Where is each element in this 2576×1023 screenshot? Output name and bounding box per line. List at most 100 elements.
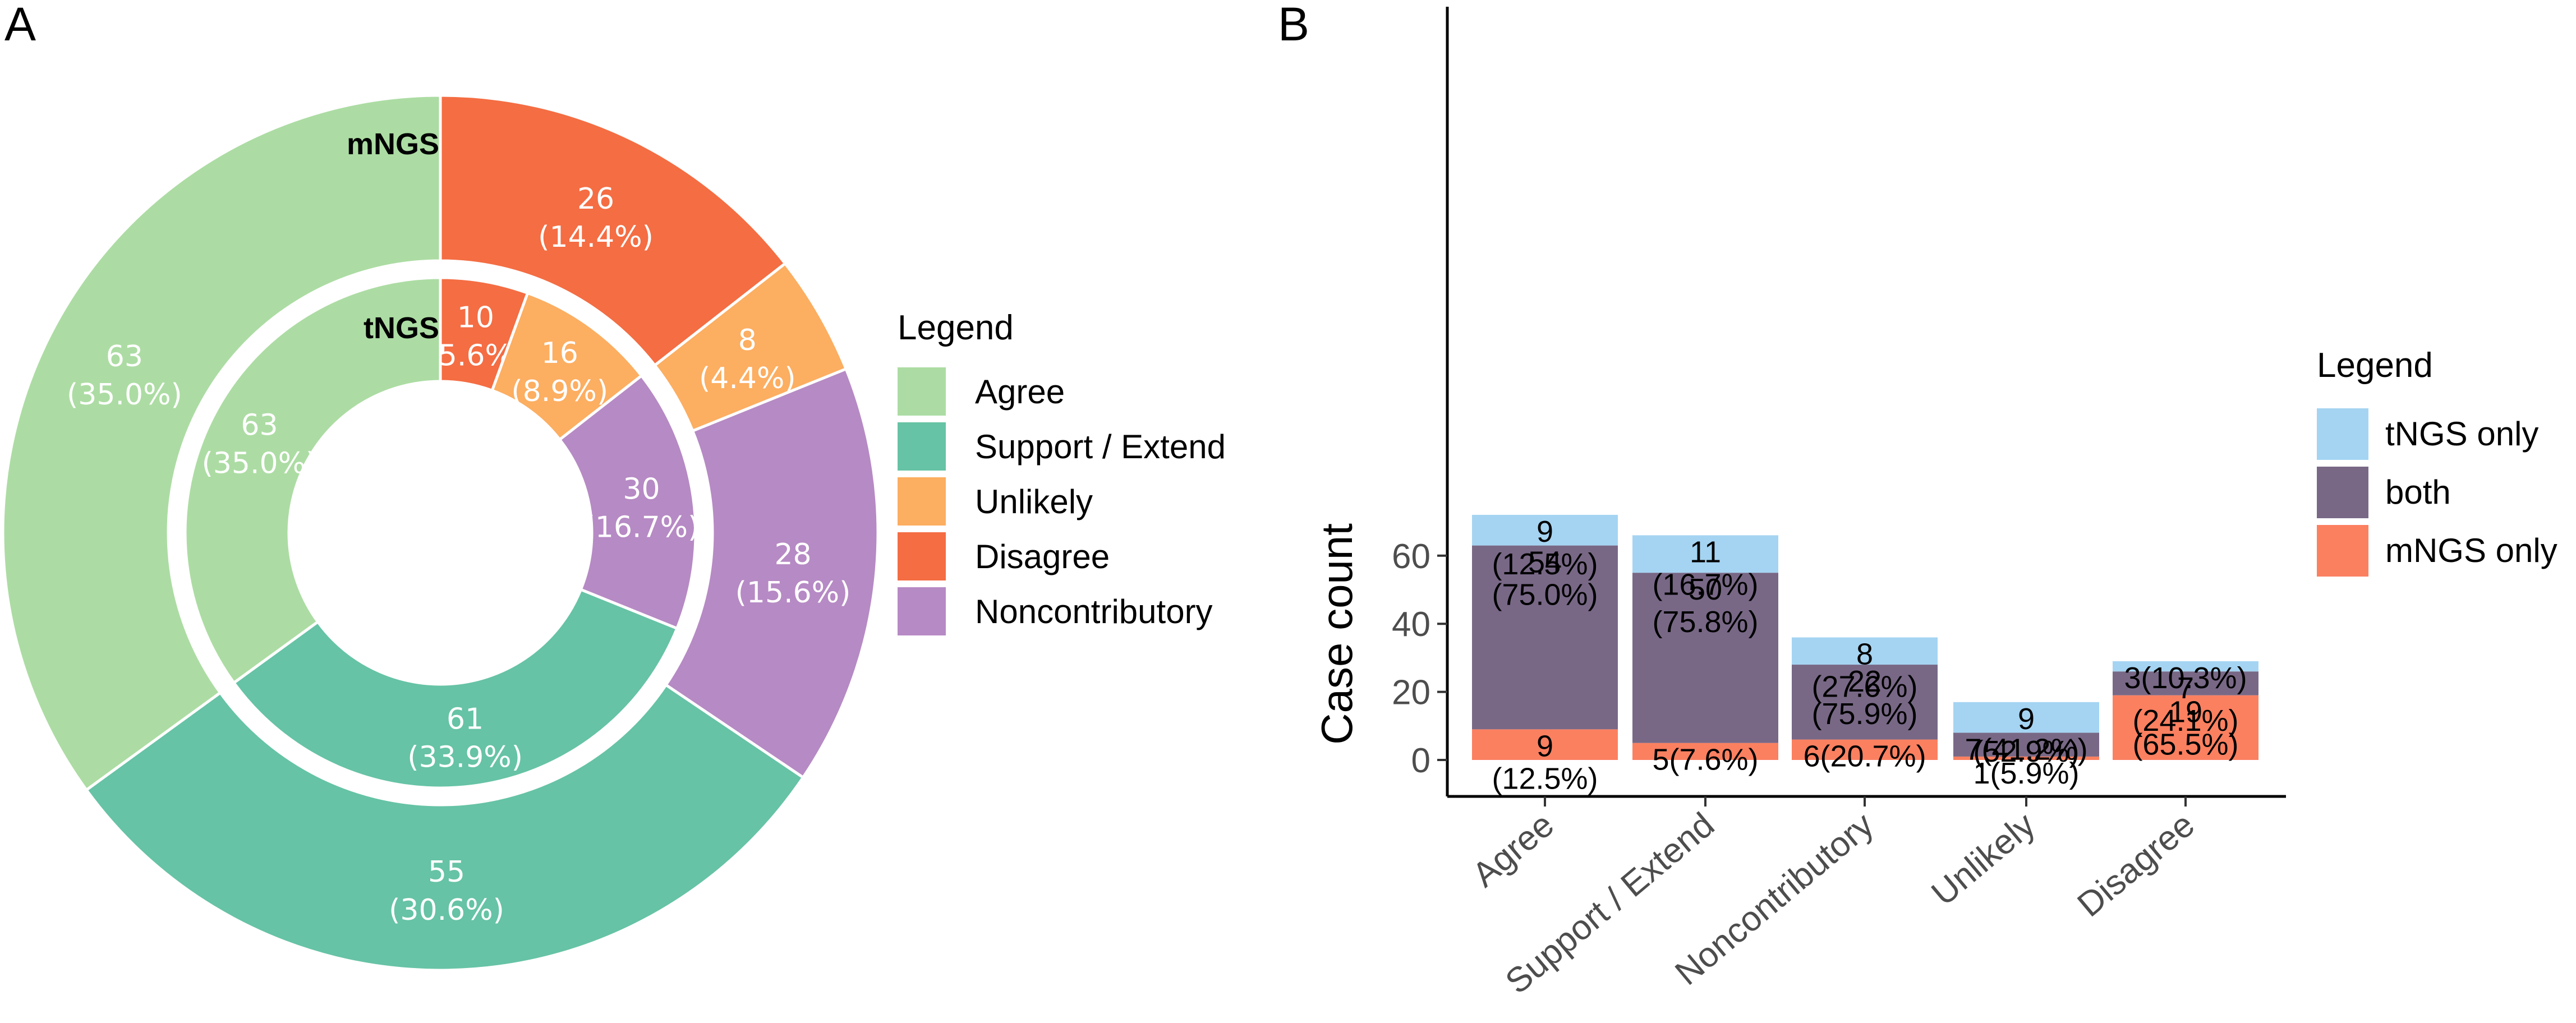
tngs-slice-value-noncontributory: 30 — [623, 473, 660, 506]
bar-noncontributory-mngs-only — [1792, 739, 1938, 760]
bar-unlikely-both — [1953, 732, 2099, 757]
bar-label-agree-mngs-only-0: 9 — [1537, 729, 1553, 763]
donut-legend-title: Legend — [898, 308, 1014, 347]
bar-label-agree-both-1: (75.0%) — [1492, 578, 1598, 612]
tngs-slice-value-support-extend: 61 — [447, 702, 484, 736]
donut-legend-key-agree — [898, 367, 946, 416]
bar-legend-key-tngs-only — [2317, 408, 2368, 460]
bar-label-agree-tngs-only-0: 9 — [1537, 515, 1553, 549]
bar-label-support-extend-tngs-only-0: 11 — [1690, 535, 1721, 569]
bar-label-unlikely-tngs-only-0: 9 — [2018, 702, 2035, 736]
bar-legend-title: Legend — [2317, 346, 2433, 385]
bar-unlikely-mngs-only — [1953, 756, 2099, 760]
bar-label-noncontributory-mngs-only-0: 6(20.7%) — [1803, 740, 1926, 773]
bar-label-agree-mngs-only-1: (12.5%) — [1492, 762, 1598, 795]
y-tick-label-20: 20 — [1392, 674, 1430, 712]
donut-legend-key-disagree — [898, 532, 946, 580]
y-tick-label-0: 0 — [1411, 741, 1430, 780]
tngs-slice-value-disagree: 10 — [457, 301, 494, 334]
bar-label-disagree-mngs-only-0: 19 — [2169, 695, 2202, 729]
y-tick-label-40: 40 — [1392, 605, 1430, 644]
mngs-slice-support-extend — [84, 683, 806, 972]
panel-b-letter: B — [1278, 0, 1309, 50]
bar-disagree-tngs-only — [2113, 661, 2258, 672]
mngs-slice-pct-noncontributory: (15.6%) — [735, 576, 851, 610]
panel-a-letter: A — [4, 0, 36, 50]
donut-legend-label-support-extend: Support / Extend — [975, 428, 1226, 466]
mngs-slice-pct-support-extend: (30.6%) — [389, 893, 504, 927]
bar-legend-label-tngs-only: tNGS only — [2385, 415, 2538, 453]
y-tick-label-60: 60 — [1392, 537, 1430, 576]
donut-legend-key-noncontributory — [898, 587, 946, 635]
tngs-slice-pct-unlikely: (8.9%) — [511, 375, 608, 408]
bar-legend-key-both — [2317, 467, 2368, 518]
bar-label-noncontributory-both-0: 22 — [1848, 665, 1882, 698]
mngs-slice-value-unlikely: 8 — [738, 324, 757, 357]
mngs-slice-noncontributory — [664, 367, 880, 780]
bar-label-support-extend-both-1: (75.8%) — [1652, 605, 1758, 639]
bar-label-unlikely-tngs-only-1: (52.9%) — [1973, 735, 2079, 768]
tngs-slice-pct-agree: (35.0%) — [202, 447, 318, 481]
mngs-slice-pct-unlikely: (4.4%) — [699, 362, 796, 395]
donut-chart: 26 (14.4%) 8 (4.4%) 28 (15.6%) 55 (30.6%) 63 (35.… — [1, 94, 880, 972]
bar-label-support-extend-mngs-only-0: 5(7.6%) — [1652, 743, 1758, 777]
bar-label-agree-both-0: 54 — [1528, 546, 1562, 579]
tngs-ring-title: tNGS — [364, 311, 439, 345]
bar-label-disagree-both-1: (24.1%) — [2132, 704, 2238, 738]
bar-legend-label-both: both — [2385, 473, 2451, 511]
bar-label-support-extend-tngs-only-1: (16.7%) — [1652, 568, 1758, 601]
mngs-slice-agree — [1, 94, 442, 792]
tngs-slice-pct-support-extend: (33.9%) — [407, 740, 523, 774]
donut-legend: Legend Agree Support / Extend Unlikely Disa… — [898, 308, 1226, 635]
bar-agree-tngs-only — [1472, 514, 1618, 546]
tngs-slice-value-unlikely: 16 — [541, 337, 578, 370]
bar-support-extend-both — [1632, 573, 1778, 743]
bar-label-disagree-mngs-only-1: (65.5%) — [2132, 728, 2238, 762]
bar-disagree-mngs-only — [2113, 695, 2258, 760]
mngs-slice-value-noncontributory: 28 — [774, 538, 811, 572]
bar-label-noncontributory-tngs-only-1: (27.6%) — [1811, 670, 1917, 703]
bar-legend-label-mngs-only: mNGS only — [2385, 532, 2557, 569]
donut-legend-label-agree: Agree — [975, 373, 1065, 411]
mngs-ring-title: mNGS — [347, 127, 439, 161]
donut-legend-key-support-extend — [898, 422, 946, 471]
bar-legend: Legend tNGS only both mNGS only — [2317, 346, 2557, 577]
x-tick-label-agree: Agree — [1465, 805, 1561, 895]
bar-label-disagree-both-0: 7 — [2177, 671, 2194, 705]
mngs-slice-value-support-extend: 55 — [428, 855, 465, 889]
x-tick-label-disagree: Disagree — [2071, 805, 2202, 924]
bar-label-unlikely-both-0: 7(41.2%) — [1965, 732, 2087, 766]
tngs-slice-noncontributory — [558, 374, 697, 630]
donut-legend-label-unlikely: Unlikely — [975, 483, 1093, 520]
x-tick-label-unlikely: Unlikely — [1924, 805, 2043, 913]
bar-noncontributory-tngs-only — [1792, 637, 1938, 665]
bar-agree-both — [1472, 545, 1618, 730]
bar-label-noncontributory-both-1: (75.9%) — [1811, 697, 1917, 731]
bar-unlikely-tngs-only — [1953, 702, 2099, 733]
tngs-slice-support-extend — [232, 587, 679, 790]
bar-agree-mngs-only — [1472, 729, 1618, 760]
bar-label-agree-tngs-only-1: (12.5%) — [1492, 547, 1598, 581]
donut-legend-label-disagree: Disagree — [975, 538, 1110, 575]
mngs-slice-value-agree: 63 — [106, 340, 143, 374]
tngs-slice-pct-noncontributory: (16.7%) — [584, 511, 700, 545]
mngs-slice-disagree — [439, 94, 788, 367]
bar-label-unlikely-mngs-only-0: 1(5.9%) — [1973, 757, 2079, 790]
y-axis-title: Case count — [1312, 523, 1361, 745]
bar-support-extend-mngs-only — [1632, 743, 1778, 760]
bar-support-extend-tngs-only — [1632, 535, 1778, 573]
tngs-slice-agree — [183, 276, 442, 685]
bar-label-disagree-tngs-only-0: 3(10.3%) — [2124, 661, 2247, 695]
donut-legend-label-noncontributory: Noncontributory — [975, 593, 1213, 630]
bar-noncontributory-both — [1792, 665, 1938, 740]
mngs-slice-value-disagree: 26 — [577, 182, 614, 216]
bar-label-support-extend-both-0: 50 — [1689, 573, 1722, 606]
bar-disagree-both — [2113, 671, 2258, 695]
mngs-slice-pct-disagree: (14.4%) — [538, 220, 654, 254]
mngs-slice-pct-agree: (35.0%) — [67, 378, 182, 412]
tngs-slice-value-agree: 63 — [241, 409, 278, 443]
donut-legend-key-unlikely — [898, 477, 946, 526]
bar-label-noncontributory-tngs-only-0: 8 — [1856, 637, 1873, 671]
